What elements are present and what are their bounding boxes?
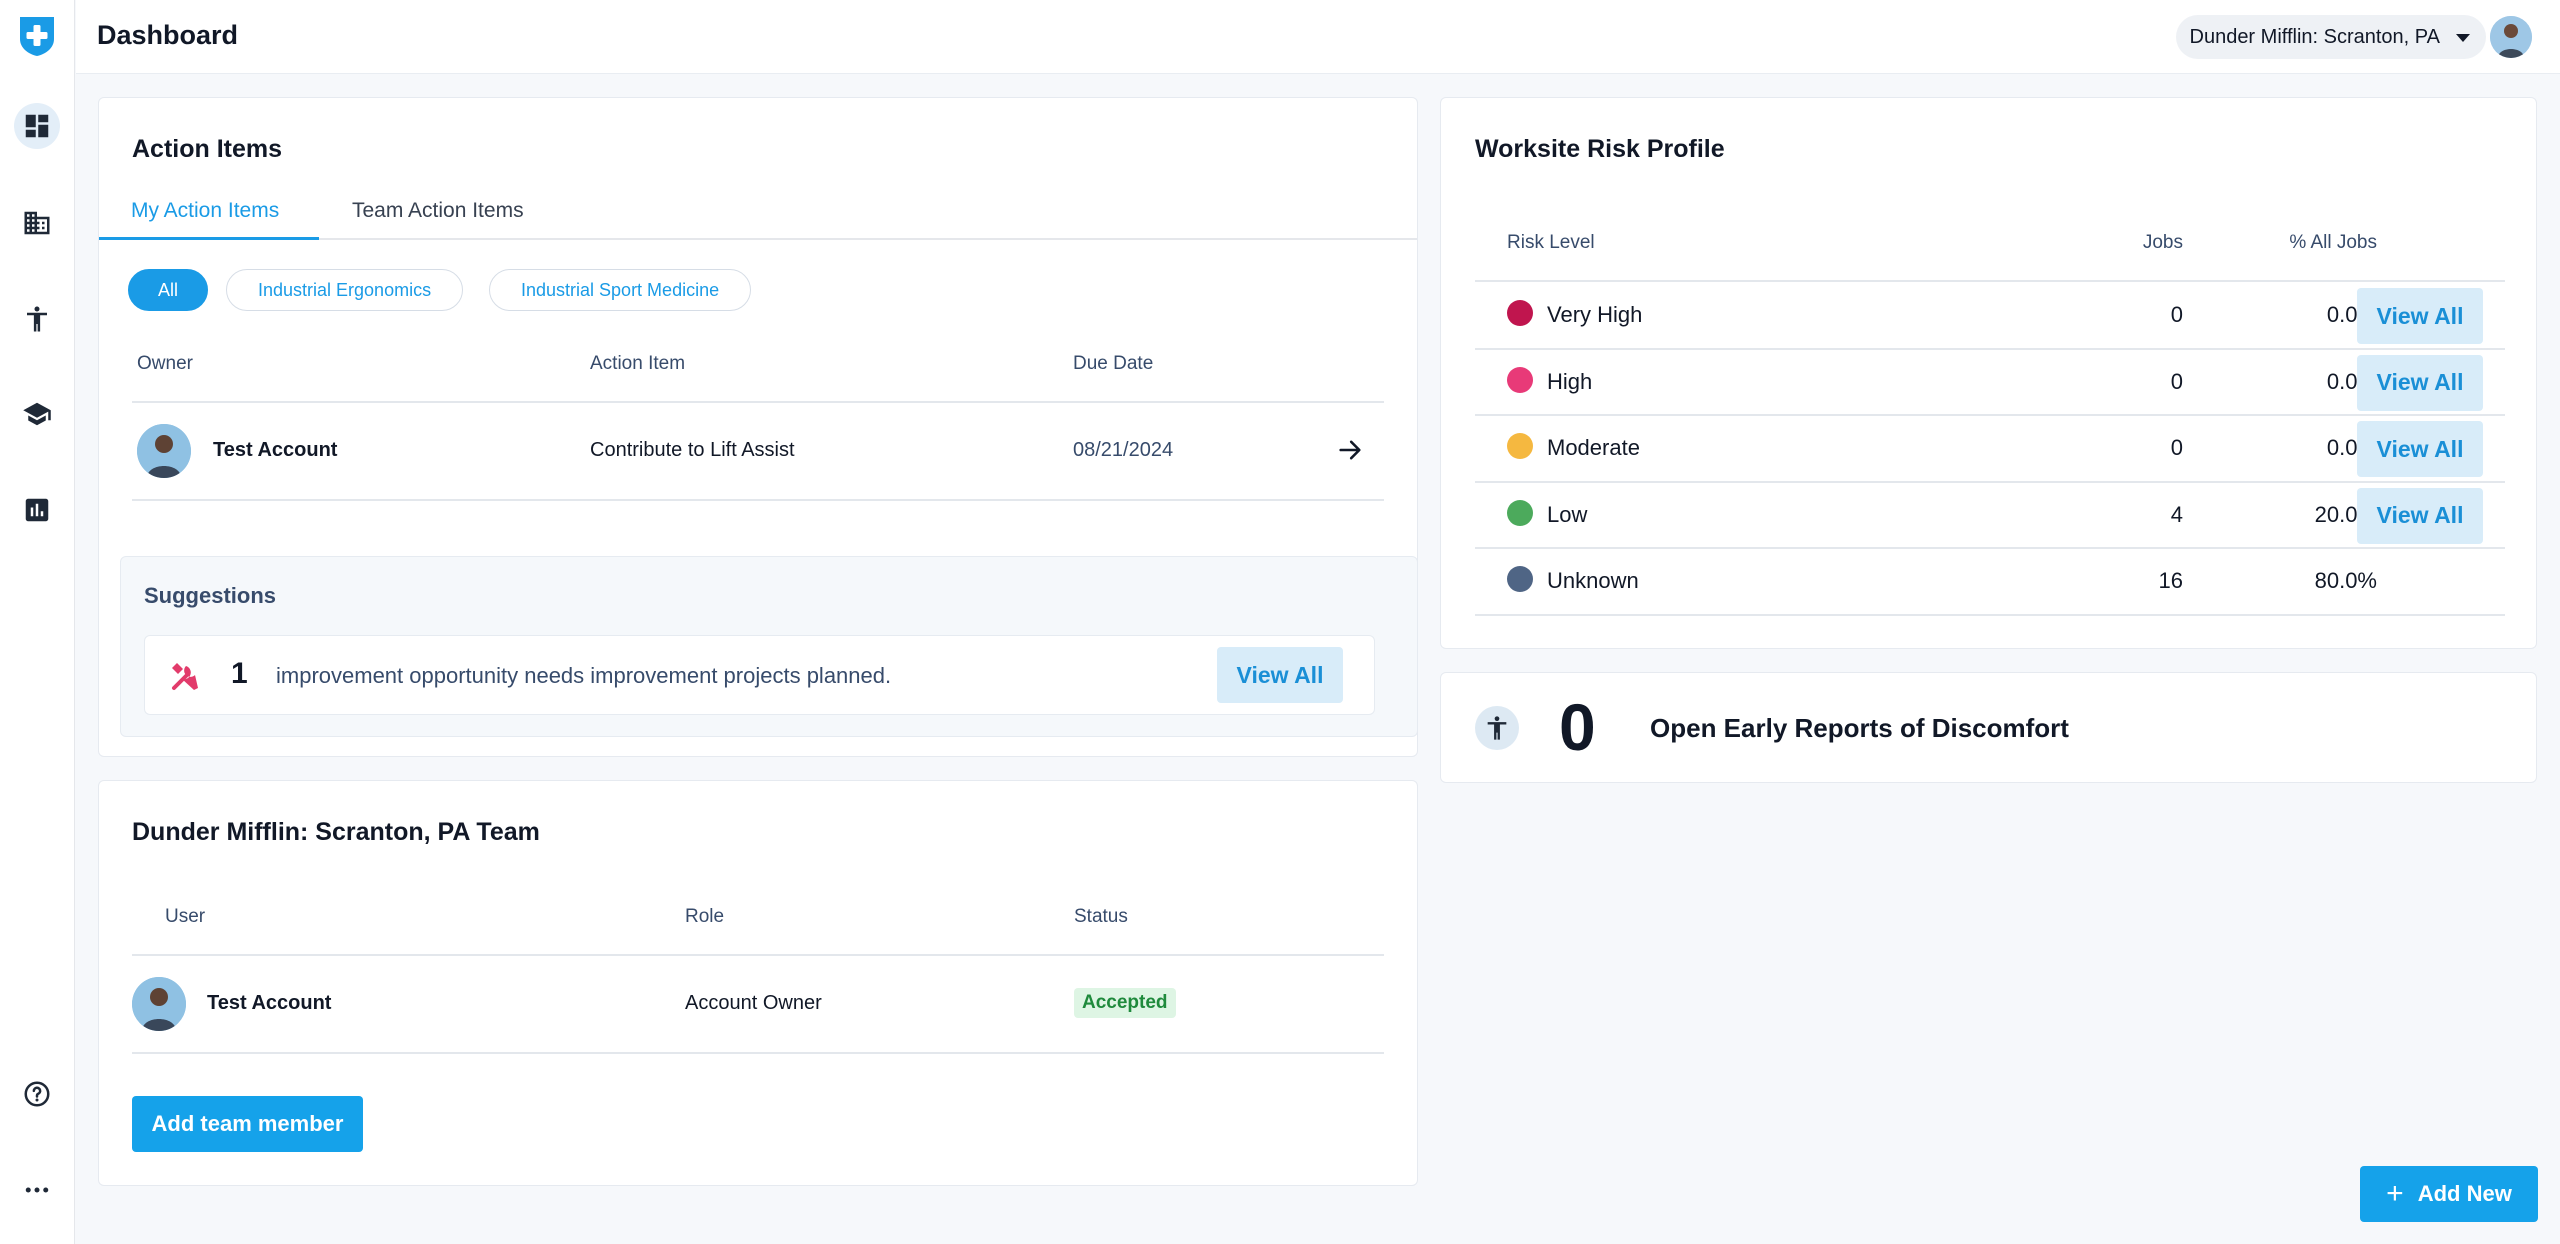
status-badge: Accepted (1074, 988, 1176, 1018)
risk-level-label: Low (1547, 501, 1588, 527)
column-header-owner: Owner (137, 353, 193, 374)
divider (132, 1052, 1384, 1054)
risk-jobs-pct: 0.0% (2326, 368, 2377, 394)
risk-row: Unknown 16 80.0% (1441, 548, 2538, 615)
divider (1475, 414, 2505, 416)
column-header-role: Role (685, 906, 725, 927)
risk-row: Low 4 20.0% View All (1441, 482, 2538, 549)
risk-level-dot-icon (1507, 366, 1533, 393)
suggestion-item: 1 improvement opportunity needs improvem… (144, 635, 1375, 715)
filter-chip-industrial-sport-medicine[interactable]: Industrial Sport Medicine (489, 269, 752, 311)
accessibility-icon[interactable] (14, 296, 60, 342)
suggestions-title: Suggestions (144, 583, 277, 608)
user-avatar[interactable] (2490, 16, 2532, 58)
suggestion-count: 1 (231, 657, 248, 690)
dashboard-icon[interactable] (14, 103, 60, 149)
risk-jobs-pct: 0.0% (2326, 435, 2377, 460)
column-header-status: Status (1074, 906, 1128, 927)
org-selector-label: Dunder Mifflin: Scranton, PA (2189, 26, 2441, 48)
risk-jobs-count: 4 (2170, 501, 2183, 527)
discomfort-count: 0 (1559, 690, 1596, 764)
help-icon[interactable] (14, 1071, 60, 1117)
plus-icon: + (2386, 1177, 2404, 1210)
risk-jobs-count: 0 (2170, 302, 2183, 327)
avatar (137, 424, 191, 478)
divider (132, 401, 1384, 403)
risk-level-label: High (1547, 368, 1593, 394)
risk-jobs-pct: 0.0% (2326, 302, 2377, 327)
action-items-title: Action Items (132, 135, 283, 163)
building-icon[interactable] (14, 200, 60, 246)
user-name: Test Account (207, 992, 332, 1014)
accessibility-icon (1475, 706, 1519, 750)
sidebar (0, 0, 75, 1244)
tab-team-action-items[interactable]: Team Action Items (352, 199, 524, 222)
risk-jobs-count: 0 (2170, 435, 2183, 460)
risk-row: Very High 0 0.0% View All (1441, 282, 2538, 349)
arrow-right-icon[interactable] (1336, 436, 1364, 464)
action-item-name: Contribute to Lift Assist (590, 439, 795, 461)
tab-my-action-items[interactable]: My Action Items (99, 194, 319, 240)
add-team-member-button[interactable]: Add team member (132, 1096, 363, 1152)
risk-jobs-pct: 20.0% (2314, 501, 2377, 527)
column-header-pct-all-jobs: % All Jobs (2289, 232, 2377, 253)
team-card: Dunder Mifflin: Scranton, PA Team User R… (98, 780, 1418, 1186)
divider (1475, 347, 2505, 350)
risk-level-label: Unknown (1547, 568, 1639, 593)
owner-name: Test Account (213, 439, 338, 461)
risk-row: High 0 0.0% View All (1441, 349, 2538, 416)
column-header-due-date: Due Date (1073, 353, 1154, 374)
filter-chip-all[interactable]: All (128, 269, 209, 311)
divider (1475, 480, 2505, 483)
school-icon[interactable] (14, 391, 60, 437)
add-new-button[interactable]: + Add New (2360, 1166, 2538, 1222)
divider (132, 954, 1384, 956)
risk-jobs-count: 0 (2170, 368, 2183, 394)
top-bar: Dashboard Dunder Mifflin: Scranton, PA (76, 0, 2560, 74)
risk-view-all-button[interactable]: View All (2357, 487, 2483, 544)
app-logo-icon[interactable] (16, 15, 58, 57)
filter-chip-industrial-ergonomics[interactable]: Industrial Ergonomics (226, 269, 464, 311)
divider (1475, 547, 2505, 549)
suggestions-view-all-button[interactable]: View All (1217, 647, 1343, 703)
tools-icon (169, 661, 201, 693)
column-header-user: User (165, 906, 206, 927)
page-title: Dashboard (97, 20, 239, 50)
discomfort-label[interactable]: Open Early Reports of Discomfort (1650, 713, 2069, 743)
user-role: Account Owner (685, 992, 822, 1014)
column-header-action-item: Action Item (590, 353, 686, 374)
risk-level-label: Very High (1547, 302, 1643, 327)
chart-icon[interactable] (14, 487, 60, 533)
more-icon[interactable] (14, 1167, 60, 1213)
risk-jobs-pct: 80.0% (2314, 568, 2377, 593)
suggestions-panel: Suggestions 1 improvement opportunity ne… (120, 556, 1418, 737)
discomfort-card: 0 Open Early Reports of Discomfort (1440, 672, 2537, 783)
due-date: 08/21/2024 (1073, 439, 1174, 461)
action-items-tabs: My Action Items Team Action Items (99, 194, 1417, 240)
org-selector[interactable]: Dunder Mifflin: Scranton, PA (2175, 15, 2486, 59)
suggestion-text: improvement opportunity needs improvemen… (276, 663, 892, 688)
risk-profile-card: Worksite Risk Profile Risk Level Jobs % … (1440, 97, 2537, 649)
risk-view-all-button[interactable]: View All (2357, 354, 2483, 411)
risk-level-dot-icon (1507, 566, 1533, 592)
avatar (132, 977, 186, 1031)
risk-level-dot-icon (1507, 433, 1533, 459)
column-header-risk-level: Risk Level (1507, 232, 1595, 253)
risk-view-all-button[interactable]: View All (2357, 421, 2483, 477)
risk-level-dot-icon (1507, 300, 1533, 326)
team-title: Dunder Mifflin: Scranton, PA Team (132, 818, 540, 846)
risk-level-label: Moderate (1547, 435, 1640, 460)
column-header-jobs: Jobs (2142, 232, 2183, 253)
risk-jobs-count: 16 (2158, 568, 2183, 593)
divider (132, 499, 1384, 501)
caret-down-icon (2456, 34, 2470, 42)
divider (1475, 280, 2505, 282)
risk-level-dot-icon (1507, 499, 1533, 526)
divider (1475, 613, 2505, 616)
add-new-label: Add New (2417, 1181, 2512, 1206)
risk-view-all-button[interactable]: View All (2357, 288, 2483, 344)
action-items-card: Action Items My Action Items Team Action… (98, 97, 1418, 757)
risk-profile-title: Worksite Risk Profile (1475, 135, 1725, 163)
risk-row: Moderate 0 0.0% View All (1441, 415, 2538, 482)
